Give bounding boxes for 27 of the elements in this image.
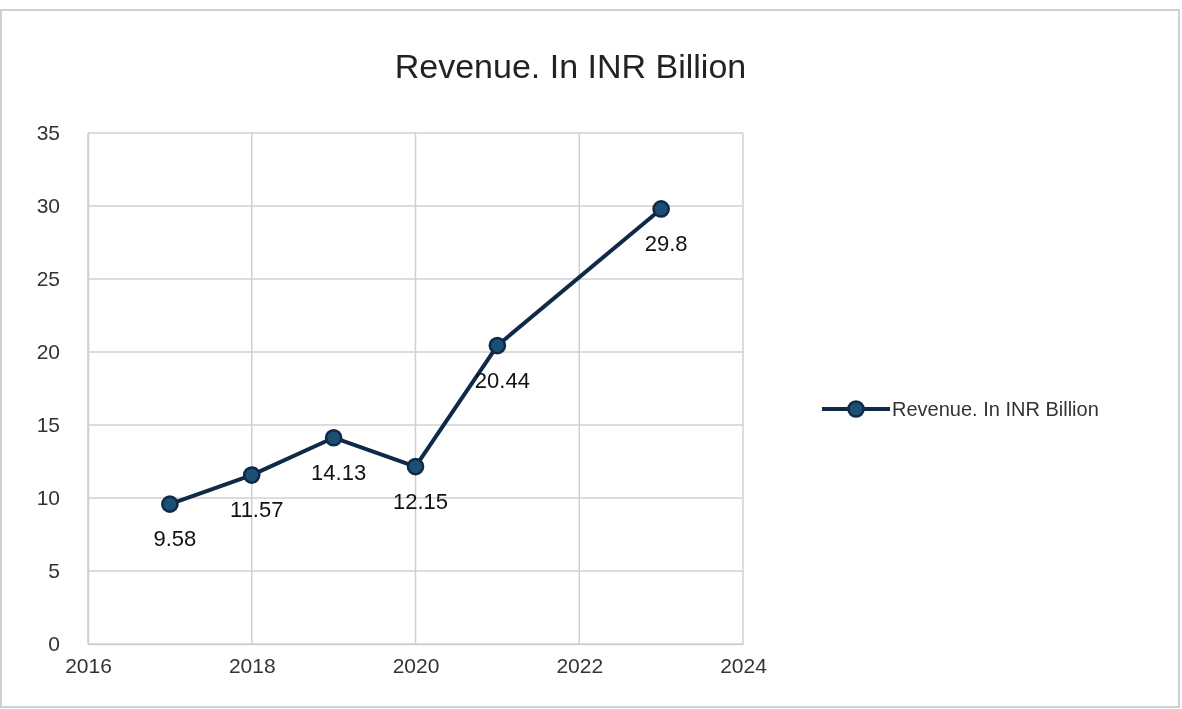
point <box>161 495 179 513</box>
y-tick-label: 30 <box>36 194 60 218</box>
point <box>242 466 261 484</box>
data-label: 29.8 <box>644 230 688 256</box>
x-tick-label: 2016 <box>65 653 112 677</box>
y-tick-label: 20 <box>36 340 60 364</box>
data-label: 20.44 <box>474 367 530 393</box>
data-label: 12.15 <box>392 488 449 514</box>
y-tick-label: 10 <box>36 486 60 510</box>
data-label: 14.13 <box>311 459 367 485</box>
y-tick-label: 0 <box>48 632 60 656</box>
point <box>652 200 670 218</box>
y-tick-label: 5 <box>48 559 60 583</box>
legend-label: Revenue. In INR Billion <box>892 398 1099 420</box>
data-label: 11.57 <box>230 497 284 523</box>
y-tick-label: 35 <box>36 121 60 145</box>
y-tick-label: 15 <box>36 413 60 437</box>
y-tick-label: 25 <box>36 267 60 291</box>
point <box>406 457 425 476</box>
x-tick-label: 2020 <box>392 653 440 677</box>
point <box>324 428 343 447</box>
x-tick-label: 2024 <box>720 653 768 677</box>
x-tick-label: 2018 <box>228 653 276 677</box>
data-label: 9.58 <box>153 526 197 552</box>
chart-title: Revenue. In INR Billion <box>394 47 747 85</box>
x-tick-label: 2022 <box>556 653 604 677</box>
point <box>488 336 507 355</box>
